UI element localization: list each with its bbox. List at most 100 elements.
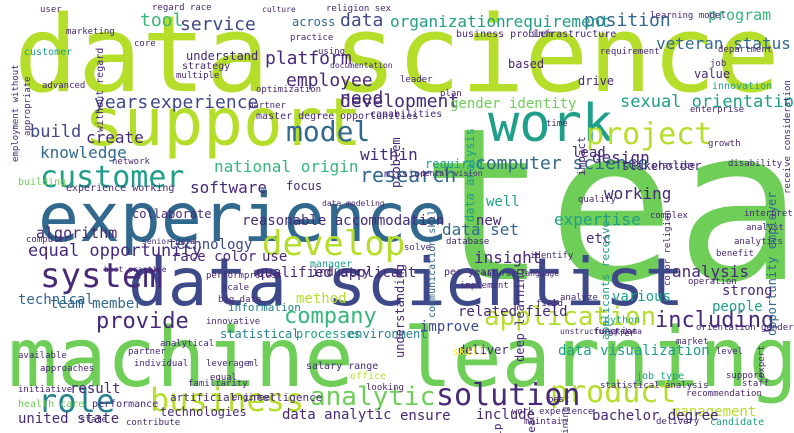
cloud-word: opportunities	[340, 111, 419, 122]
cloud-word: learning model	[650, 11, 726, 21]
cloud-word: data scientist	[128, 244, 685, 321]
cloud-word: work experience	[512, 407, 594, 417]
cloud-word: equal opportunity	[28, 241, 202, 261]
cloud-word: natural language	[482, 269, 560, 278]
cloud-word: without regard	[95, 47, 106, 132]
cloud-word: scale	[222, 283, 250, 293]
cloud-word: plan	[440, 89, 462, 99]
cloud-word: project	[586, 117, 713, 152]
cloud-word: analytics	[734, 237, 783, 247]
cloud-word: customer	[24, 47, 73, 58]
cloud-word: customer	[40, 160, 185, 195]
cloud-word: well	[486, 194, 520, 210]
cloud-word: practice	[290, 33, 334, 43]
cloud-word: data set	[442, 220, 520, 239]
cloud-word: model	[286, 115, 371, 148]
cloud-word: innovative	[206, 317, 261, 327]
cloud-word: analysis	[672, 262, 750, 281]
cloud-word: required	[425, 157, 483, 171]
cloud-word: provide	[96, 309, 189, 334]
cloud-word: equal	[210, 373, 238, 383]
cloud-word: technical	[18, 292, 94, 308]
cloud-word: impact	[575, 136, 588, 176]
cloud-word: capabilities	[370, 109, 443, 120]
cloud-word: various	[612, 289, 672, 305]
cloud-word: python	[604, 315, 641, 326]
cloud-word: process	[244, 271, 282, 281]
cloud-word: data	[340, 10, 384, 31]
cloud-word: qualified applicant	[256, 265, 417, 281]
cloud-word: focus	[286, 179, 323, 193]
cloud-word: leader	[400, 75, 433, 85]
cloud-word: multiple	[176, 71, 220, 81]
cloud-word: health care	[18, 399, 85, 410]
cloud-word: looking	[366, 383, 404, 393]
cloud-word: strategy	[182, 61, 231, 72]
cloud-word: database	[446, 237, 490, 247]
cloud-word: working	[604, 184, 672, 203]
cloud-word: familiarity	[188, 379, 248, 389]
cloud-word: market	[676, 337, 709, 347]
cloud-word: gender identity	[450, 96, 577, 112]
cloud-word: design	[592, 148, 650, 167]
cloud-word: program	[708, 6, 772, 24]
cloud-word: business problem	[456, 29, 553, 40]
cloud-word: job type	[636, 371, 685, 382]
cloud-word: manager	[310, 259, 353, 270]
cloud-word: people	[712, 299, 763, 315]
cloud-word: national origin	[214, 157, 359, 176]
cloud-word: network	[112, 157, 150, 167]
cloud-word: new	[476, 213, 502, 229]
cloud-word: create	[86, 128, 144, 147]
cloud-word: documentation	[330, 61, 393, 70]
cloud-word: unstructured data	[560, 327, 642, 336]
cloud-word: machine learning	[8, 311, 794, 406]
cloud-word: engineer	[232, 393, 276, 403]
cloud-word: contribute	[126, 418, 181, 428]
cloud-word: tool	[140, 10, 184, 31]
cloud-word: implement	[460, 281, 509, 291]
cloud-word: experience working	[66, 183, 175, 194]
cloud-word: development	[340, 91, 460, 112]
cloud-word: appropriate	[23, 76, 33, 136]
cloud-word: knowledge	[40, 143, 127, 162]
cloud-word: technologies	[160, 405, 247, 419]
cloud-word: insight	[474, 248, 542, 267]
cloud-word: master degree	[256, 111, 335, 122]
cloud-word: analyze	[560, 293, 598, 303]
cloud-word: industry	[312, 265, 370, 279]
cloud-word: communication skill	[427, 203, 438, 318]
cloud-word: help	[491, 424, 504, 433]
cloud-word: skill	[452, 345, 486, 358]
cloud-word: related field	[458, 304, 568, 320]
cloud-word: within	[360, 145, 418, 164]
cloud-word: disability	[728, 159, 783, 169]
cloud-word: use	[262, 249, 288, 265]
cloud-word: core	[134, 39, 156, 49]
cloud-word: problem	[389, 137, 403, 188]
cloud-word: system	[40, 256, 163, 296]
cloud-word: service	[180, 14, 256, 35]
cloud-word: reasonable accommodation	[242, 213, 445, 229]
cloud-word: experience	[38, 179, 448, 258]
cloud-word: partner	[248, 101, 286, 111]
cloud-word: requirement	[504, 12, 610, 31]
cloud-word: delivery	[656, 417, 700, 427]
cloud-word: improve	[420, 319, 480, 335]
cloud-word: across	[292, 15, 336, 29]
cloud-word: work	[488, 94, 614, 154]
cloud-word: innovation	[712, 81, 773, 92]
cloud-word: senior data	[142, 237, 195, 246]
cloud-word: using	[318, 47, 346, 57]
cloud-word: individual	[134, 359, 189, 369]
cloud-word: solution	[436, 378, 581, 413]
cloud-word: company	[284, 304, 377, 329]
cloud-word: growth	[708, 139, 741, 149]
cloud-word: value	[694, 67, 731, 81]
cloud-word: result	[70, 381, 121, 397]
cloud-word: organization	[390, 12, 506, 31]
cloud-word: department	[718, 45, 773, 55]
cloud-word: initiative	[18, 385, 73, 395]
cloud-word: data visualization	[558, 343, 710, 359]
